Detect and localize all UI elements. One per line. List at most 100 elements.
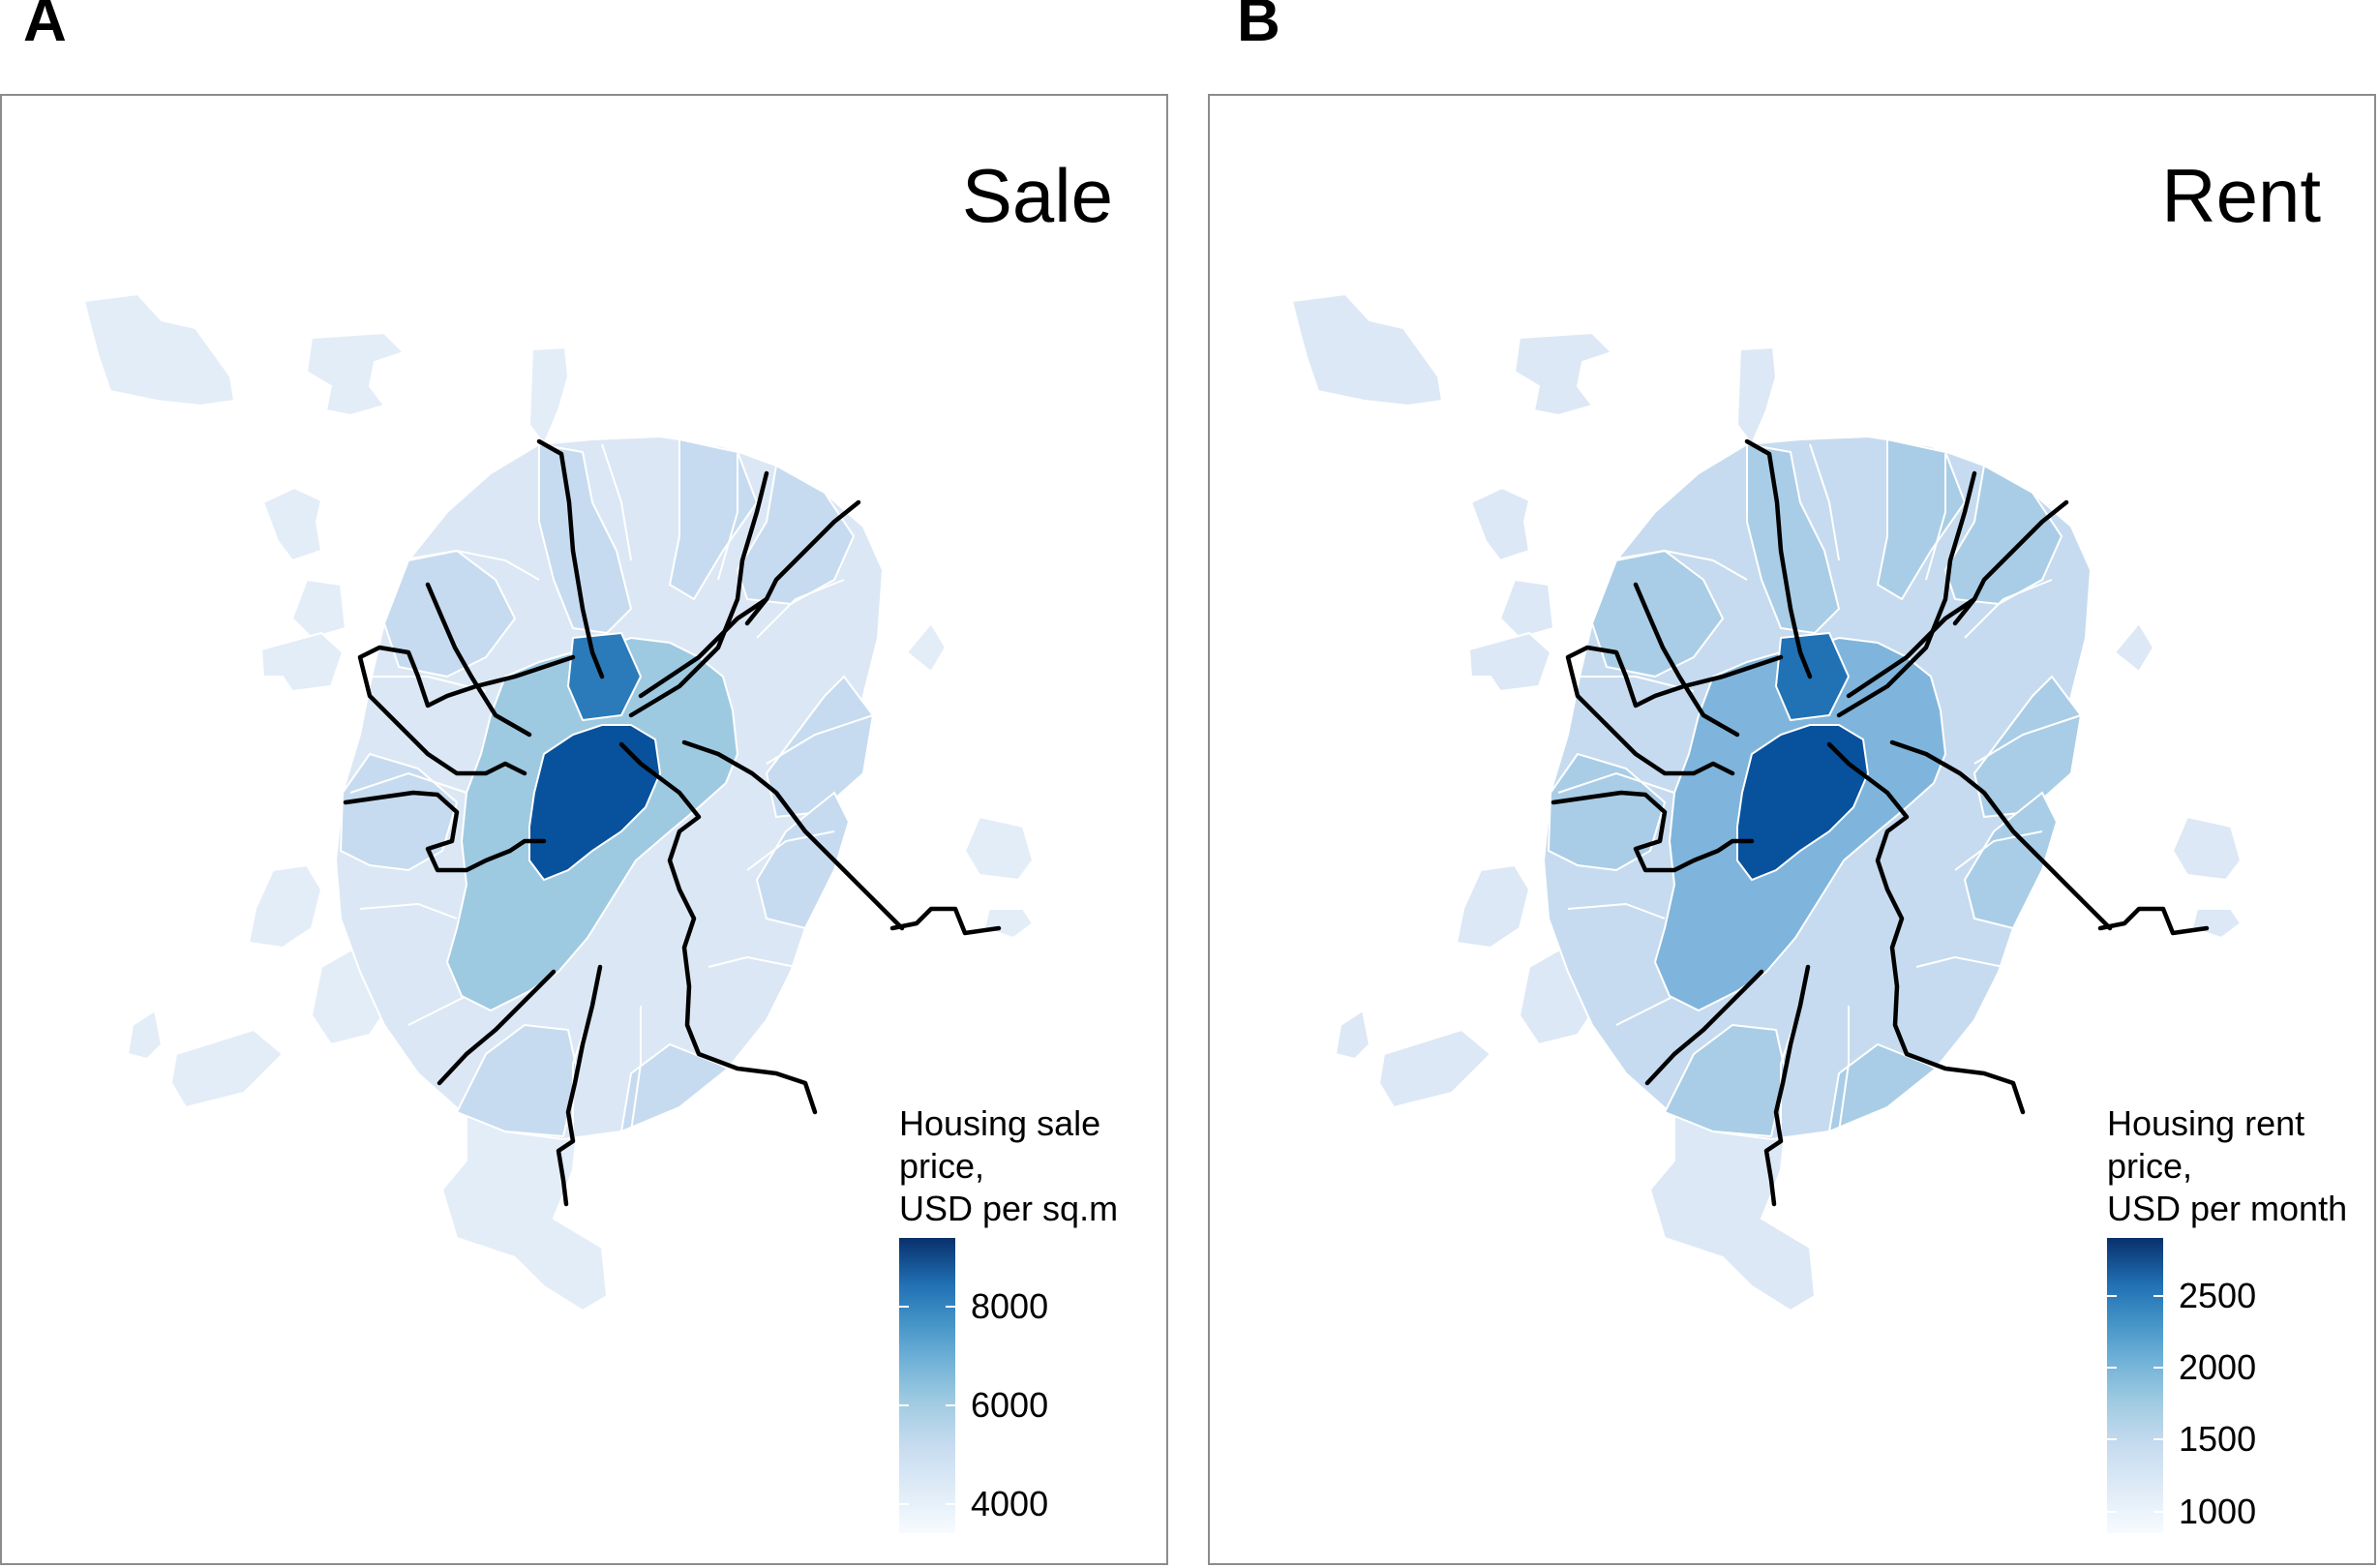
sale-district [339,752,459,872]
rent-river-line [1952,499,2069,626]
rent-tick-label: 2500 [2179,1275,2257,1315]
rent-exclave-district [1513,331,1613,417]
sale-district-border [708,955,797,968]
sale-legend-line-1: Housing sale [899,1103,1101,1143]
rent-district [1663,1023,1788,1138]
rent-district-border [1915,955,2004,968]
sale-river-line [618,741,818,1115]
sale-district-border [746,830,835,871]
sale-district-border [370,676,487,692]
rent-exclave-district [1498,578,1555,640]
sale-legend-line-2: price, [899,1146,985,1186]
rent-legend-title: Housing rent price, USD per month [2107,1102,2347,1230]
sale-river-line [681,739,905,931]
rent-district-map [1290,292,2243,1312]
sale-legend-title: Housing sale price, USD per sq.m [899,1102,1118,1230]
sale-district [538,442,633,635]
rent-district-border [1578,676,1695,692]
rent-district-border [1557,771,1675,794]
sale-district-border [756,579,845,639]
rent-river-line [1889,739,2113,931]
rent-exclave-district [1735,346,1778,446]
rent-district-border [1925,454,1946,581]
rent-district-border [1567,902,1666,920]
rent-district [1972,675,2083,819]
rent-river-line [1744,438,1813,679]
rent-district [1547,752,1667,872]
sale-exclave-district [247,863,323,950]
rent-district-border [1964,579,2053,639]
sale-core-district [528,724,662,882]
rent-legend-line-2: price, [2107,1146,2193,1186]
rent-colorbar [2107,1238,2163,1533]
sale-district-border [398,549,540,581]
sale-exclave-district [905,621,948,674]
rent-panel-title: Rent [2161,153,2321,238]
sale-district-border [630,1006,642,1132]
rent-exclave-district [2113,621,2155,674]
sale-exclave-district [126,1009,164,1061]
rent-tick-label: 2000 [2179,1346,2257,1387]
rent-river-line [1565,645,1784,776]
sale-river-line [437,969,557,1086]
rent-exclave-district [1334,1009,1371,1061]
sale-legend-line-3: USD per sq.m [899,1189,1119,1228]
rent-district [1827,1042,1938,1133]
rent-tick-label: 1500 [2179,1419,2257,1460]
sale-center-district [566,631,643,722]
sale-district-border [766,714,874,765]
rent-district-border [1809,443,1840,561]
rent-river-line [1551,790,1755,873]
sale-district [668,437,759,601]
sale-exclave-district [963,815,1035,882]
sale-exclave-district [261,486,323,562]
rent-exclave-district [1290,292,1444,407]
rent-district-border [1838,1006,1850,1132]
rent-center-district [1774,631,1851,722]
sale-river-line [744,499,861,626]
sale-river-line [536,438,605,679]
sale-district [382,549,517,678]
sale-district-map [82,292,1035,1312]
rent-legend-line-3: USD per month [2107,1189,2348,1228]
rent-district-border [1954,830,2043,871]
sale-district-border [349,771,467,794]
sale-exclave-district [982,908,1035,940]
sale-exclave-district [82,292,236,407]
sale-exclave-district [305,331,406,417]
rent-exclave-district [2190,908,2243,940]
sale-river-line [628,470,769,718]
rent-river-line [1846,596,1977,699]
sale-exclave-district [259,631,345,693]
rent-river-line [2097,906,2210,936]
rent-exclave-district [2171,815,2243,882]
sale-tick-label: 4000 [971,1483,1049,1523]
rent-legend-line-1: Housing rent [2107,1103,2305,1143]
sale-river-line [343,790,547,873]
rent-exclave-district [1377,1028,1492,1109]
rent-district-border [1973,714,2082,765]
panel-b-letter: B [1237,0,1280,54]
sale-river-line [425,582,532,738]
rent-core-district [1736,724,1870,882]
rent-district-border [1606,549,1748,581]
sale-exclave-district [290,578,347,640]
sale-district-border [359,902,458,920]
sale-district-border [601,443,632,561]
rent-district [1590,549,1725,678]
rent-tick-label: 1000 [2179,1491,2257,1531]
rent-river-line [1633,582,1740,738]
sale-exclave-district [527,346,570,446]
rent-district [1876,437,1967,601]
sale-river-line [357,645,576,776]
panel-a-letter: A [23,0,67,54]
rent-river-line [1826,741,2026,1115]
sale-river-line [638,596,769,699]
sale-river-line [889,906,1002,936]
panel-sale: Sale Housing sale price, USD per sq.m 40… [0,94,1168,1565]
sale-panel-title: Sale [961,153,1113,238]
sale-tick-label: 8000 [971,1286,1049,1327]
rent-river-line [1836,470,1977,718]
sale-exclave-district [169,1028,285,1109]
rent-exclave-district [1455,863,1531,950]
